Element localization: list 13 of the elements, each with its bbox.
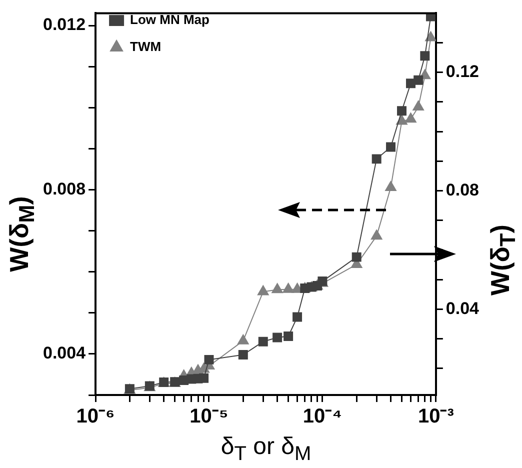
legend-label: TWM: [130, 39, 162, 54]
x-tick-label: 10⁻³: [418, 406, 454, 428]
y2-tick-label: 0.08: [446, 180, 480, 200]
legend-label: Low MN Map: [130, 12, 210, 28]
y-tick-label: 0.004: [42, 344, 86, 363]
x-axis-title: δ$_{T}$ or δ$_{M}$: [220, 433, 312, 466]
x-tick-label: 10⁻⁵: [190, 406, 228, 428]
x-tick-label: 10⁻⁴: [302, 406, 342, 428]
y-tick-label: 0.012: [42, 15, 86, 34]
y2-tick-label: 0.12: [446, 62, 480, 82]
x-tick-label: 10⁻⁶: [76, 406, 115, 428]
y2-tick-label: 0.04: [446, 298, 480, 318]
y-tick-label: 0.008: [42, 179, 86, 198]
